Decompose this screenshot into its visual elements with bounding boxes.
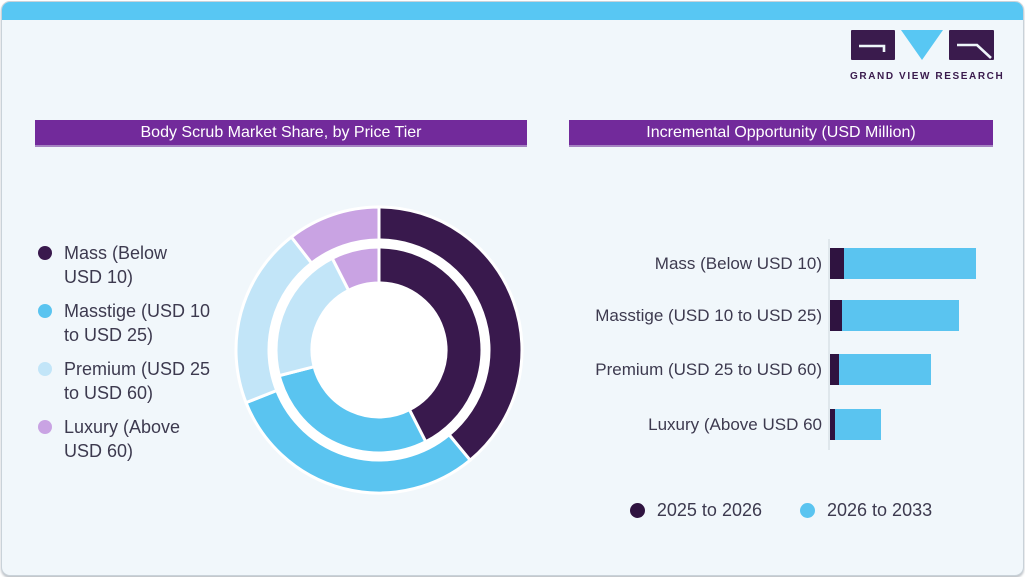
legend-dot	[38, 420, 52, 434]
legend-label: Masstige (USD 10 to USD 25)	[64, 299, 210, 347]
donut-chart	[234, 205, 524, 495]
legend-item: Masstige (USD 10 to USD 25)	[38, 299, 234, 347]
legend-dot	[38, 246, 52, 260]
bar-chart: Mass (Below USD 10) Masstige (USD 10 to U…	[569, 239, 999, 450]
donut-segment-outer	[377, 205, 524, 462]
legend-dot	[38, 304, 52, 318]
donut-segment-inner	[377, 245, 484, 444]
bar-segments	[830, 300, 959, 331]
bar-legend-item: 2026 to 2033	[800, 500, 932, 521]
bar-legend-label: 2026 to 2033	[827, 500, 933, 520]
bar-legend-item: 2025 to 2026	[629, 500, 762, 521]
legend-label-line: to USD 25)	[64, 325, 154, 345]
legend-label-line: Masstige (USD 10	[64, 301, 211, 321]
bar-category-label: Masstige (USD 10 to USD 25)	[595, 305, 822, 325]
donut-segment-inner	[330, 245, 381, 292]
gvr-logo-icon	[851, 30, 994, 60]
bar-legend: 2025 to 2026 2026 to 2033	[569, 500, 993, 521]
legend-label: Mass (Below USD 10)	[64, 241, 167, 289]
legend-label-line: Luxury (Above	[64, 417, 181, 437]
bar-segments	[830, 409, 881, 440]
bar-axis-line	[828, 239, 830, 450]
bar-segment-2025-to-2026	[830, 409, 835, 440]
legend-item: Luxury (Above USD 60)	[38, 415, 234, 463]
bar-segment-2026-to-2033	[843, 248, 976, 279]
gvr-logo: GRAND VIEW RESEARCH	[850, 29, 1005, 82]
legend-label-line: USD 60)	[64, 441, 134, 461]
bar-row: Mass (Below USD 10)	[569, 248, 999, 279]
bar-segment-2025-to-2026	[830, 248, 844, 279]
legend-label-line: to USD 60)	[64, 383, 154, 403]
legend-label-line: USD 10)	[64, 267, 134, 287]
bar-category-label: Luxury (Above USD 60	[648, 414, 822, 434]
logo-v-triangle	[901, 30, 943, 60]
legend-label-line: Mass (Below	[64, 243, 168, 263]
bar-segment-2025-to-2026	[830, 300, 842, 331]
legend-item: Premium (USD 25 to USD 60)	[38, 357, 234, 405]
bar-segment-2026-to-2033	[841, 300, 959, 331]
top-accent-bar	[2, 2, 1023, 20]
bar-legend-dot	[800, 503, 815, 518]
bar-legend-label: 2025 to 2026	[656, 500, 762, 520]
bar-segment-2026-to-2033	[839, 354, 931, 385]
donut-legend: Mass (Below USD 10) Masstige (USD 10 to USD…	[38, 241, 234, 473]
logo-g-glyph	[859, 44, 886, 52]
bar-segments	[830, 354, 931, 385]
bar-segment-2025-to-2026	[830, 354, 840, 385]
bar-segment-2026-to-2033	[834, 409, 881, 440]
bar-category-label: Mass (Below USD 10)	[654, 253, 822, 273]
bar-segments	[830, 248, 976, 279]
donut-segment-outer	[289, 205, 381, 265]
logo-r-glyph	[957, 43, 992, 59]
logo-company-name: GRAND VIEW RESEARCH	[850, 71, 1005, 82]
bar-row: Masstige (USD 10 to USD 25)	[569, 300, 999, 331]
legend-label: Luxury (Above USD 60)	[64, 415, 180, 463]
donut-chart-title: Body Scrub Market Share, by Price Tier	[35, 120, 527, 147]
bar-row: Premium (USD 25 to USD 60)	[569, 354, 999, 385]
bar-category-label: Premium (USD 25 to USD 60)	[595, 359, 822, 379]
legend-item: Mass (Below USD 10)	[38, 241, 234, 289]
bar-legend-dot	[629, 503, 645, 518]
bar-chart-title: Incremental Opportunity (USD Million)	[569, 120, 993, 147]
legend-label-line: Premium (USD 25	[64, 359, 211, 379]
legend-dot	[38, 362, 52, 376]
legend-label: Premium (USD 25 to USD 60)	[64, 357, 210, 405]
bar-row: Luxury (Above USD 60	[569, 409, 999, 440]
